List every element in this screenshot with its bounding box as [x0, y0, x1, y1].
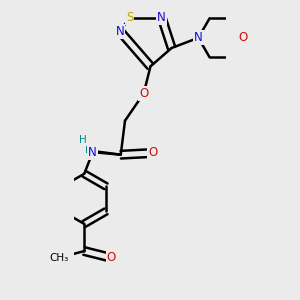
- Text: CH₃: CH₃: [49, 253, 68, 263]
- Text: O: O: [139, 87, 148, 100]
- Text: O: O: [107, 251, 116, 264]
- Text: N: N: [158, 11, 166, 24]
- Text: H: H: [85, 146, 92, 155]
- Text: N: N: [194, 31, 203, 44]
- Text: O: O: [239, 31, 248, 44]
- Text: O: O: [148, 146, 158, 160]
- Text: N: N: [88, 144, 97, 157]
- Text: N: N: [88, 146, 97, 159]
- Text: H: H: [79, 135, 86, 145]
- Text: N: N: [116, 25, 124, 38]
- Text: S: S: [126, 11, 134, 24]
